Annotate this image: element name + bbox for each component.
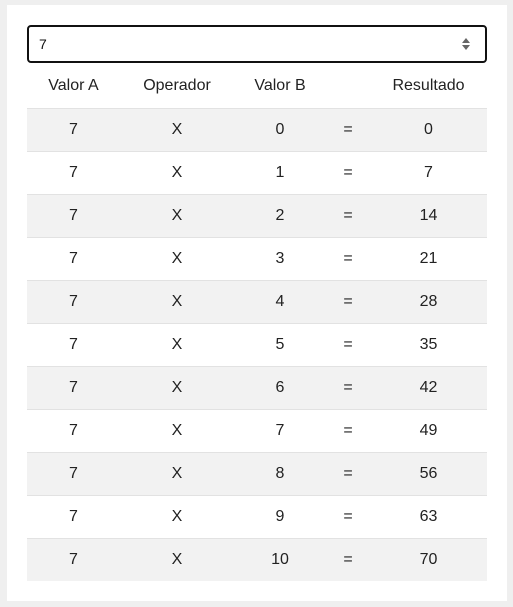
cell-operador: X [120, 107, 234, 151]
table-row: 7 X 3 = 21 [27, 236, 487, 280]
cell-resultado: 70 [370, 537, 487, 581]
cell-valor-b: 7 [234, 408, 326, 452]
cell-equals: = [326, 365, 370, 409]
cell-valor-b: 8 [234, 451, 326, 495]
spinner-control[interactable] [459, 34, 473, 54]
header-valor-b: Valor B [254, 77, 306, 95]
cell-valor-b: 6 [234, 365, 326, 409]
cell-valor-a: 7 [27, 408, 120, 452]
cell-resultado: 49 [370, 408, 487, 452]
header-equals [326, 65, 370, 108]
header-resultado: Resultado [392, 77, 465, 95]
cell-valor-b: 4 [234, 279, 326, 323]
table-row: 7 X 4 = 28 [27, 279, 487, 323]
cell-resultado: 56 [370, 451, 487, 495]
cell-operador: X [120, 150, 234, 194]
cell-operador: X [120, 193, 234, 237]
cell-resultado: 0 [370, 107, 487, 151]
cell-operador: X [120, 365, 234, 409]
table-header-row: Valor A Operador Valor B Resultado [27, 65, 487, 108]
table-row: 7 X 5 = 35 [27, 322, 487, 366]
table-row: 7 X 2 = 14 [27, 193, 487, 237]
table-row: 7 X 6 = 42 [27, 365, 487, 409]
table-row: 7 X 0 = 0 [27, 107, 487, 151]
cell-resultado: 7 [370, 150, 487, 194]
cell-operador: X [120, 279, 234, 323]
cell-equals: = [326, 236, 370, 280]
cell-valor-a: 7 [27, 365, 120, 409]
cell-valor-a: 7 [27, 494, 120, 538]
cell-operador: X [120, 537, 234, 581]
cell-operador: X [120, 236, 234, 280]
cell-equals: = [326, 150, 370, 194]
cell-resultado: 28 [370, 279, 487, 323]
cell-resultado: 14 [370, 193, 487, 237]
table-body: 7 X 0 = 0 7 X 1 = 7 7 X 2 = 14 7 X 3 = 21 7 X 4 = 28 7 X 5 = 35 7 X 6 = 42… [27, 107, 487, 581]
table-row: 7 X 9 = 63 [27, 494, 487, 538]
cell-equals: = [326, 408, 370, 452]
cell-equals: = [326, 193, 370, 237]
cell-resultado: 35 [370, 322, 487, 366]
cell-resultado: 63 [370, 494, 487, 538]
cell-resultado: 21 [370, 236, 487, 280]
cell-valor-a: 7 [27, 193, 120, 237]
cell-valor-b: 0 [234, 107, 326, 151]
header-valor-a: Valor A [48, 77, 99, 95]
number-input[interactable]: 7 [27, 25, 487, 63]
cell-equals: = [326, 107, 370, 151]
header-operador: Operador [143, 77, 211, 95]
cell-valor-b: 10 [234, 537, 326, 581]
cell-valor-b: 5 [234, 322, 326, 366]
cell-equals: = [326, 494, 370, 538]
cell-equals: = [326, 451, 370, 495]
cell-valor-a: 7 [27, 150, 120, 194]
cell-valor-b: 9 [234, 494, 326, 538]
table-row: 7 X 1 = 7 [27, 150, 487, 194]
cell-valor-a: 7 [27, 322, 120, 366]
cell-equals: = [326, 537, 370, 581]
multiplication-table: Valor A Operador Valor B Resultado 7 X 0 = 0… [27, 65, 487, 581]
cell-valor-b: 2 [234, 193, 326, 237]
cell-resultado: 42 [370, 365, 487, 409]
table-row: 7 X 7 = 49 [27, 408, 487, 452]
cell-valor-b: 3 [234, 236, 326, 280]
cell-operador: X [120, 408, 234, 452]
cell-valor-a: 7 [27, 537, 120, 581]
cell-valor-a: 7 [27, 107, 120, 151]
table-row: 7 X 8 = 56 [27, 451, 487, 495]
cell-equals: = [326, 279, 370, 323]
cell-operador: X [120, 451, 234, 495]
cell-valor-a: 7 [27, 279, 120, 323]
cell-valor-a: 7 [27, 236, 120, 280]
table-row: 7 X 10 = 70 [27, 537, 487, 581]
spinner-up-icon[interactable] [462, 38, 470, 43]
spinner-down-icon[interactable] [462, 45, 470, 50]
number-input-value[interactable]: 7 [39, 36, 47, 52]
cell-valor-b: 1 [234, 150, 326, 194]
cell-operador: X [120, 322, 234, 366]
cell-equals: = [326, 322, 370, 366]
cell-valor-a: 7 [27, 451, 120, 495]
cell-operador: X [120, 494, 234, 538]
